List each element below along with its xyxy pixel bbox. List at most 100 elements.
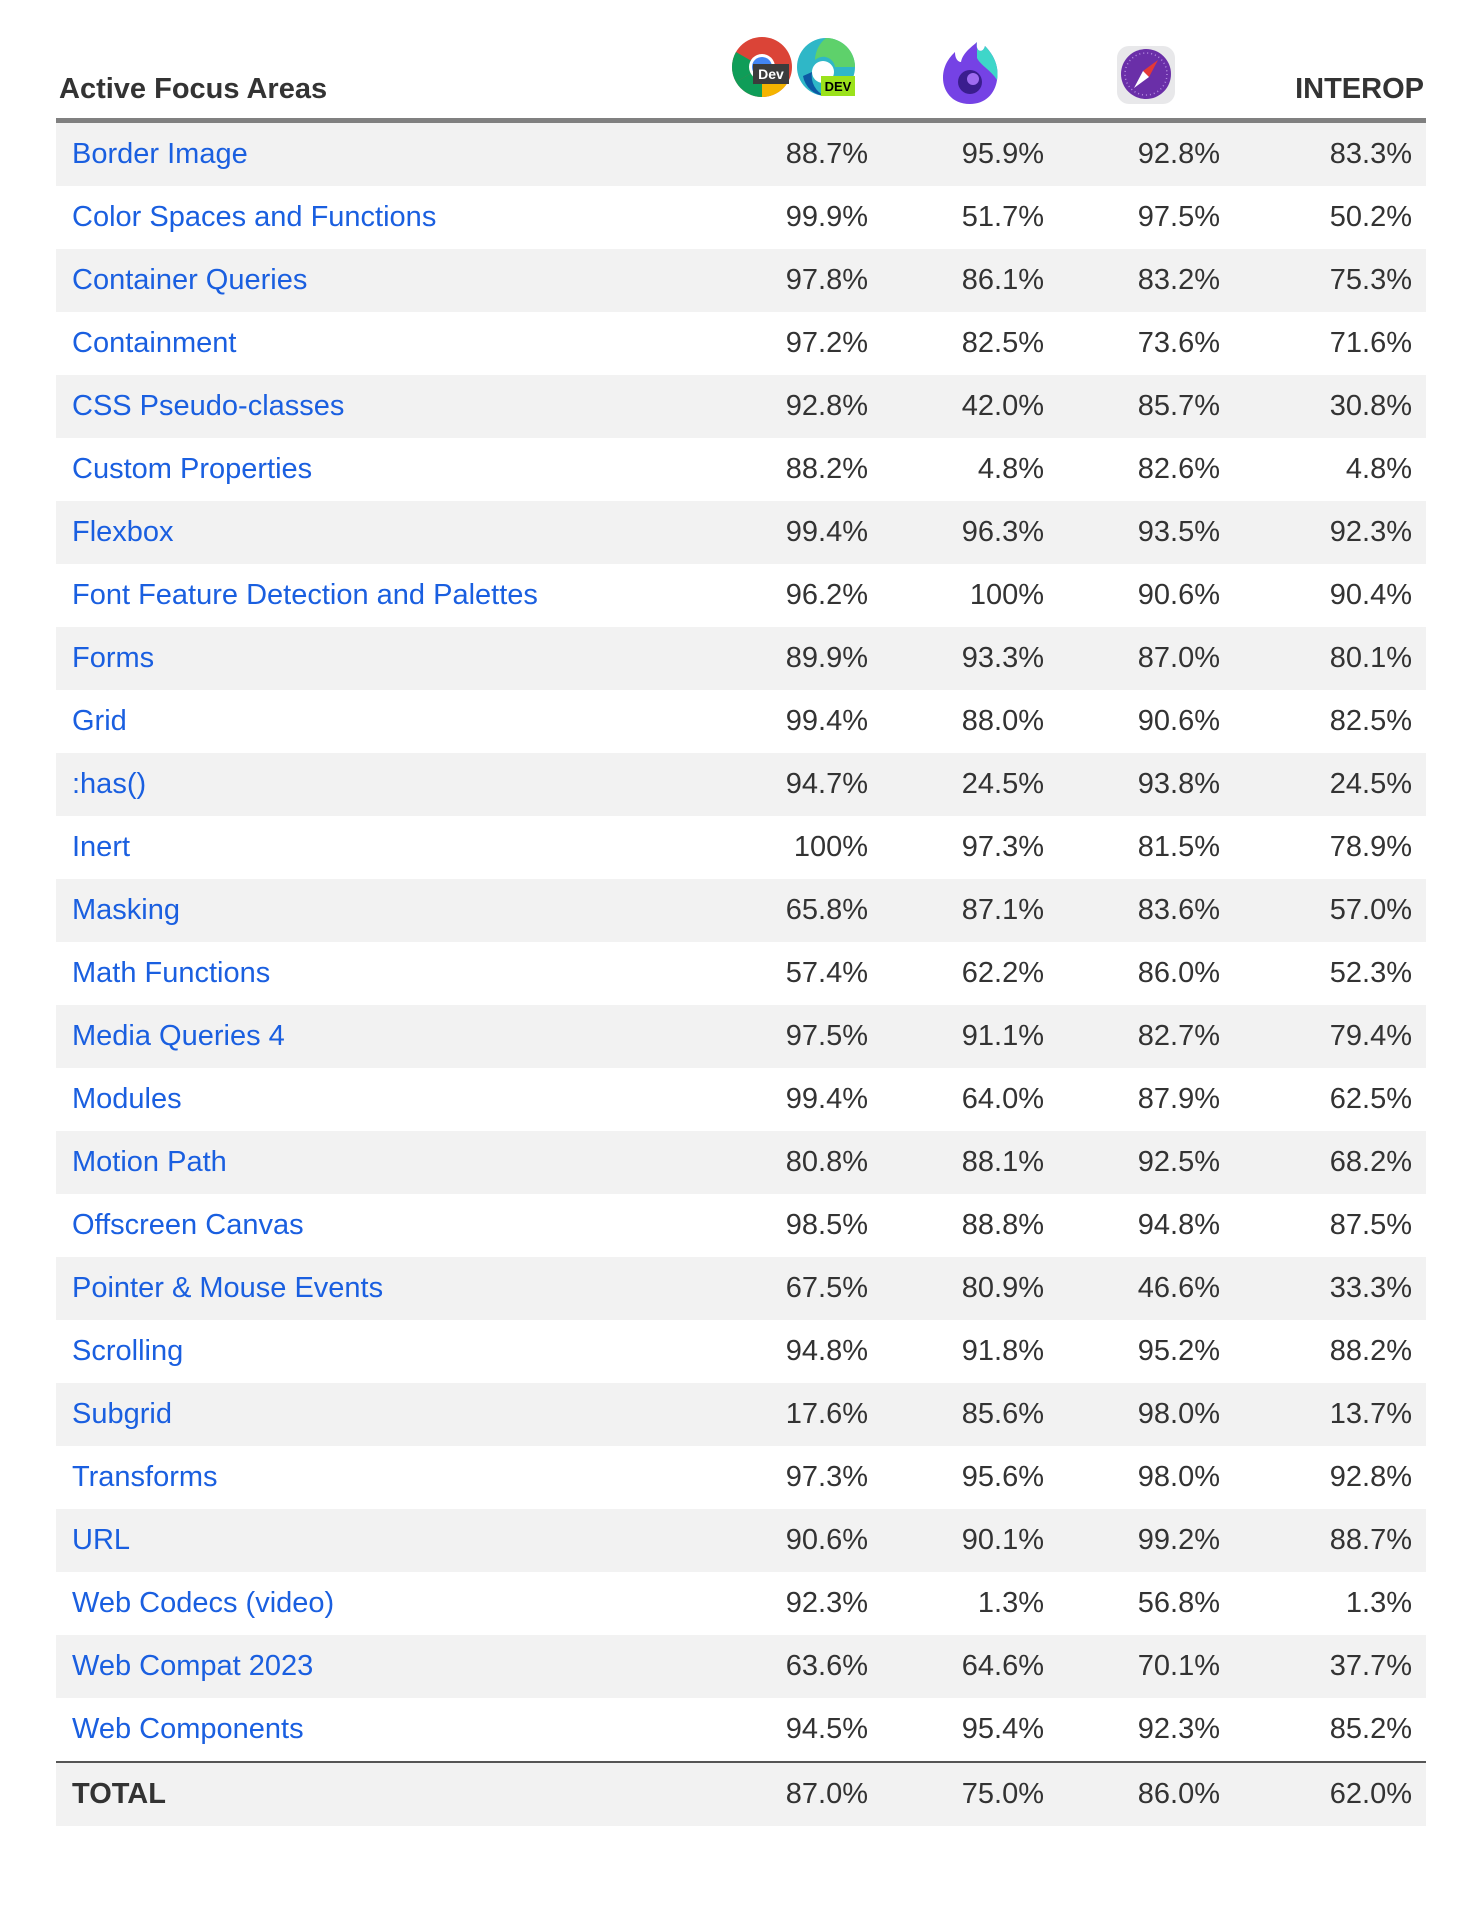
focus-area-link[interactable]: Media Queries 4 bbox=[72, 1020, 285, 1052]
score-interop: 71.6% bbox=[1329, 327, 1412, 359]
score-safari: 93.5% bbox=[1058, 501, 1234, 564]
score-chrome-edge: 94.5% bbox=[785, 1713, 868, 1745]
focus-area-link[interactable]: Math Functions bbox=[72, 957, 271, 989]
table-row: URL 90.6% 90.1% 99.2% 88.7% bbox=[56, 1509, 1426, 1572]
table-row: Forms 89.9% 93.3% 87.0% 80.1% bbox=[56, 627, 1426, 690]
focus-area-link[interactable]: Custom Properties bbox=[72, 453, 313, 485]
score-firefox: 91.1% bbox=[882, 1005, 1058, 1068]
column-header-firefox bbox=[882, 0, 1058, 123]
focus-area-link[interactable]: Color Spaces and Functions bbox=[72, 201, 437, 233]
focus-area-link[interactable]: Pointer & Mouse Events bbox=[72, 1272, 384, 1304]
score-safari: 83.2% bbox=[1058, 249, 1234, 312]
score-firefox: 80.9% bbox=[882, 1257, 1058, 1320]
focus-area-cell: Math Functions bbox=[56, 942, 706, 1005]
score-safari: 92.3% bbox=[1137, 1713, 1220, 1745]
focus-area-link[interactable]: Offscreen Canvas bbox=[72, 1209, 304, 1241]
score-chrome-edge: 88.7% bbox=[706, 120, 882, 186]
focus-area-link[interactable]: Web Components bbox=[72, 1713, 304, 1745]
score-firefox: 24.5% bbox=[882, 753, 1058, 816]
table-row: Pointer & Mouse Events 67.5% 80.9% 46.6% 33.… bbox=[56, 1257, 1426, 1320]
score-firefox: 100% bbox=[969, 579, 1044, 611]
score-safari: 98.0% bbox=[1058, 1383, 1234, 1446]
score-chrome-edge: 88.2% bbox=[785, 453, 868, 485]
table-header-row: Active Focus Areas Dev bbox=[56, 0, 1426, 123]
focus-area-link[interactable]: Font Feature Detection and Palettes bbox=[72, 579, 538, 611]
focus-area-cell: Custom Properties bbox=[56, 438, 706, 501]
focus-area-link[interactable]: Containment bbox=[72, 327, 237, 359]
score-interop: 82.5% bbox=[1329, 705, 1412, 737]
focus-area-cell: Web Components bbox=[56, 1698, 706, 1762]
focus-area-link[interactable]: Modules bbox=[72, 1083, 182, 1115]
focus-area-link[interactable]: Flexbox bbox=[72, 516, 174, 548]
score-firefox: 82.5% bbox=[961, 327, 1044, 359]
focus-area-link[interactable]: Transforms bbox=[72, 1461, 218, 1493]
focus-area-cell: Color Spaces and Functions bbox=[56, 186, 706, 249]
table-row: Modules 99.4% 64.0% 87.9% 62.5% bbox=[56, 1068, 1426, 1131]
focus-area-link[interactable]: Forms bbox=[72, 642, 155, 674]
score-chrome-edge: 99.4% bbox=[785, 1083, 868, 1115]
score-firefox: 4.8% bbox=[977, 453, 1044, 485]
total-interop: 62.0% bbox=[1234, 1761, 1426, 1826]
score-interop: 78.9% bbox=[1329, 831, 1412, 863]
column-header-chrome-edge: Dev DEV bbox=[706, 0, 882, 123]
focus-area-cell: URL bbox=[56, 1509, 706, 1572]
focus-area-cell: Container Queries bbox=[56, 249, 706, 312]
table-row: Web Compat 2023 63.6% 64.6% 70.1% 37.7% bbox=[56, 1635, 1426, 1698]
score-firefox: 88.1% bbox=[882, 1131, 1058, 1194]
score-interop: 68.2% bbox=[1234, 1131, 1426, 1194]
table-row: Subgrid 17.6% 85.6% 98.0% 13.7% bbox=[56, 1383, 1426, 1446]
score-chrome-edge: 96.2% bbox=[785, 579, 868, 611]
safari-technology-preview-icon bbox=[1117, 46, 1175, 104]
score-interop: 85.2% bbox=[1329, 1713, 1412, 1745]
score-chrome-edge: 92.8% bbox=[706, 375, 882, 438]
focus-area-link[interactable]: Web Codecs (video) bbox=[72, 1587, 335, 1619]
score-interop: 92.3% bbox=[1234, 501, 1426, 564]
score-chrome-edge: 97.5% bbox=[706, 1005, 882, 1068]
focus-area-link[interactable]: Container Queries bbox=[72, 264, 308, 296]
score-interop: 62.5% bbox=[1329, 1083, 1412, 1115]
score-chrome-edge: 89.9% bbox=[706, 627, 882, 690]
score-firefox: 95.6% bbox=[961, 1461, 1044, 1493]
total-row: TOTAL 87.0% 75.0% 86.0% 62.0% bbox=[56, 1761, 1426, 1826]
score-interop: 4.8% bbox=[1345, 453, 1412, 485]
focus-area-cell: Scrolling bbox=[56, 1320, 706, 1383]
focus-area-link[interactable]: Grid bbox=[72, 705, 127, 737]
total-label: TOTAL bbox=[56, 1761, 706, 1826]
focus-area-link[interactable]: :has() bbox=[72, 768, 147, 800]
table-row: Containment 97.2% 82.5% 73.6% 71.6% bbox=[56, 312, 1426, 375]
score-safari: 81.5% bbox=[1137, 831, 1220, 863]
focus-area-link[interactable]: Inert bbox=[72, 831, 131, 863]
focus-area-link[interactable]: URL bbox=[72, 1524, 131, 1556]
score-firefox: 85.6% bbox=[882, 1383, 1058, 1446]
focus-area-link[interactable]: Web Compat 2023 bbox=[72, 1650, 314, 1682]
score-chrome-edge: 94.7% bbox=[706, 753, 882, 816]
table-row: Motion Path 80.8% 88.1% 92.5% 68.2% bbox=[56, 1131, 1426, 1194]
score-chrome-edge: 94.8% bbox=[785, 1335, 868, 1367]
svg-text:DEV: DEV bbox=[825, 79, 852, 94]
table-row: :has() 94.7% 24.5% 93.8% 24.5% bbox=[56, 753, 1426, 816]
score-chrome-edge: 57.4% bbox=[785, 957, 868, 989]
focus-area-cell: Flexbox bbox=[56, 501, 706, 564]
table-row: CSS Pseudo-classes 92.8% 42.0% 85.7% 30.8% bbox=[56, 375, 1426, 438]
focus-area-link[interactable]: Motion Path bbox=[72, 1146, 227, 1178]
score-chrome-edge: 92.3% bbox=[785, 1587, 868, 1619]
score-safari: 93.8% bbox=[1058, 753, 1234, 816]
score-interop: 88.7% bbox=[1234, 1509, 1426, 1572]
focus-area-link[interactable]: CSS Pseudo-classes bbox=[72, 390, 345, 422]
focus-area-link[interactable]: Masking bbox=[72, 894, 180, 926]
focus-area-link[interactable]: Subgrid bbox=[72, 1398, 172, 1430]
score-interop: 80.1% bbox=[1234, 627, 1426, 690]
focus-area-cell: Subgrid bbox=[56, 1383, 706, 1446]
score-chrome-edge: 90.6% bbox=[706, 1509, 882, 1572]
score-interop: 50.2% bbox=[1329, 201, 1412, 233]
score-safari: 87.9% bbox=[1137, 1083, 1220, 1115]
table-row: Offscreen Canvas 98.5% 88.8% 94.8% 87.5% bbox=[56, 1194, 1426, 1257]
focus-area-cell: Pointer & Mouse Events bbox=[56, 1257, 706, 1320]
score-chrome-edge: 97.8% bbox=[706, 249, 882, 312]
score-chrome-edge: 98.5% bbox=[785, 1209, 868, 1241]
focus-area-link[interactable]: Border Image bbox=[72, 138, 248, 170]
focus-area-link[interactable]: Scrolling bbox=[72, 1335, 184, 1367]
score-safari: 97.5% bbox=[1137, 201, 1220, 233]
focus-area-cell: Transforms bbox=[56, 1446, 706, 1509]
table-row: Media Queries 4 97.5% 91.1% 82.7% 79.4% bbox=[56, 1005, 1426, 1068]
